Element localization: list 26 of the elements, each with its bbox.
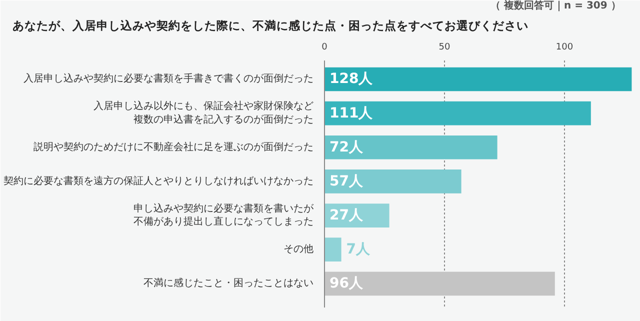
y-tick-label: 入居申し込み以外にも、保証会社や家財保険など複数の申込書を記入するのが面倒だった — [94, 100, 314, 126]
data-label: 111人 — [330, 105, 374, 122]
y-tick-label: 契約に必要な書類を遠方の保証人とやりとりしなければいけなかった — [4, 174, 314, 187]
bar — [324, 170, 462, 194]
bar — [324, 101, 591, 126]
chart-subtitle: （ 複数回答可｜n = 309 ） — [490, 0, 621, 12]
y-tick-label: 不満に感じたこと・困ったことはない — [144, 277, 314, 290]
x-tick-label: 0 — [322, 42, 328, 52]
y-tick-label: その他 — [284, 243, 314, 256]
bar — [324, 135, 498, 160]
data-label: 96人 — [330, 276, 364, 292]
y-tick-label: 説明や契約のためだけに不動産会社に足を運ぶのが面倒だった — [34, 140, 314, 153]
x-tick-label: 50 — [438, 42, 450, 52]
data-label: 7人 — [346, 242, 372, 258]
data-label: 57人 — [330, 173, 364, 190]
bar — [324, 238, 342, 262]
bar — [324, 67, 632, 92]
data-label: 128人 — [330, 71, 374, 88]
y-tick-label: 入居申し込みや契約に必要な書類を手書きで書くのが面倒だった — [24, 72, 314, 85]
chart-title: あなたが、入居申し込みや契約をした際に、不満に感じた点・困った点をすべてお選びください — [12, 18, 528, 32]
x-tick-label: 100 — [556, 42, 574, 52]
y-tick-label: 申し込みや契約に必要な書類を書いたが不備があり提出し直しになってしまった — [134, 202, 314, 228]
bar — [324, 272, 555, 296]
bar — [324, 204, 390, 228]
data-label: 72人 — [330, 139, 364, 156]
data-label: 27人 — [330, 208, 364, 224]
